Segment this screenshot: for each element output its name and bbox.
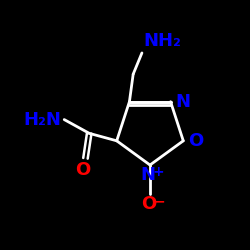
- Text: NH₂: NH₂: [143, 32, 181, 50]
- Text: O: O: [75, 161, 90, 179]
- Text: +: +: [152, 166, 164, 179]
- Text: N: N: [140, 166, 156, 184]
- Text: O: O: [141, 195, 156, 213]
- Text: −: −: [154, 194, 165, 208]
- Text: N: N: [175, 93, 190, 111]
- Text: O: O: [188, 132, 203, 150]
- Text: H₂N: H₂N: [23, 110, 61, 128]
